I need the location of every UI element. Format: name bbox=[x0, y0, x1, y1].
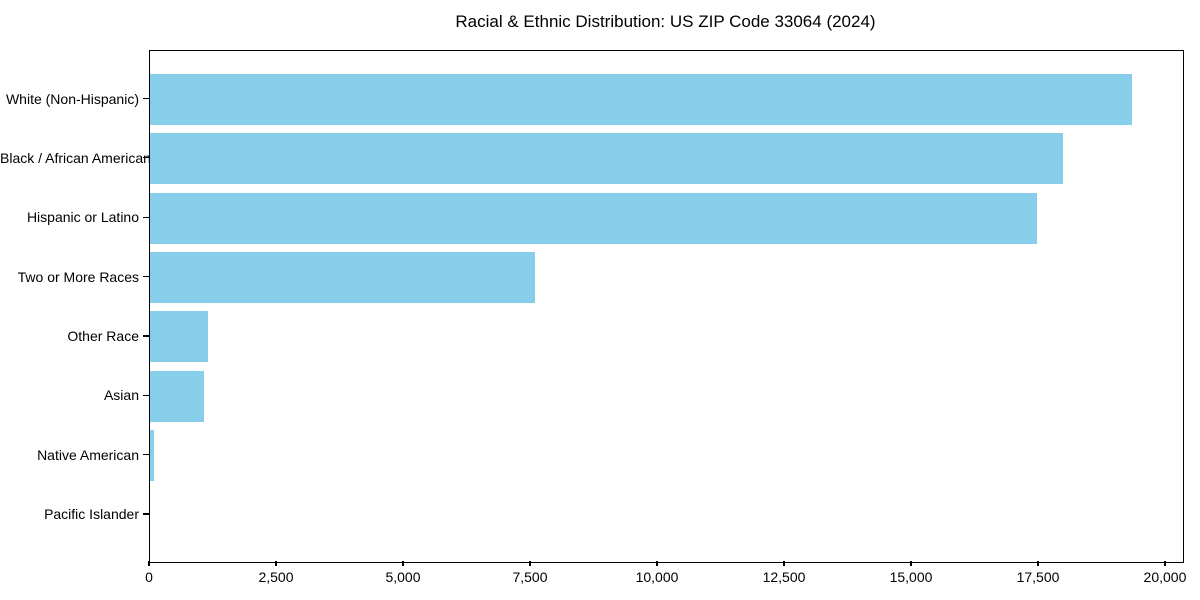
y-tick-label-asian: Asian bbox=[103, 387, 139, 404]
x-tick-mark bbox=[275, 561, 277, 566]
y-tick-label-native-american: Native American bbox=[37, 446, 139, 463]
chart-title: Racial & Ethnic Distribution: US ZIP Cod… bbox=[455, 12, 876, 31]
bar-asian bbox=[150, 370, 204, 422]
y-tick-mark bbox=[143, 275, 149, 278]
plot-area bbox=[149, 50, 1184, 563]
bar-white-non-hispanic bbox=[150, 74, 1133, 125]
y-tick-mark bbox=[143, 157, 149, 159]
x-tick-mark bbox=[1164, 561, 1166, 566]
x-tick-label-10000: 10,000 bbox=[635, 569, 679, 585]
x-tick-label-5000: 5,000 bbox=[385, 569, 421, 585]
y-tick-label-pacific-islander: Pacific Islander bbox=[44, 506, 139, 523]
bar-black-african-american bbox=[150, 133, 1064, 185]
x-tick-label-15000: 15,000 bbox=[889, 569, 933, 585]
y-tick-mark bbox=[143, 216, 149, 218]
x-tick-mark bbox=[910, 561, 912, 566]
y-tick-mark bbox=[143, 454, 149, 456]
bar-hispanic-or-latino bbox=[150, 192, 1038, 244]
x-tick-label-17500: 17,500 bbox=[1016, 569, 1060, 585]
y-tick-mark bbox=[143, 513, 149, 515]
y-tick-label-two-or-more-races: Two or More Races bbox=[17, 268, 139, 285]
x-tick-label-0: 0 bbox=[145, 569, 153, 585]
x-tick-mark bbox=[1037, 561, 1039, 566]
y-tick-label-other-race: Other Race bbox=[67, 327, 139, 344]
bar-native-american bbox=[150, 430, 155, 482]
x-tick-label-20000: 20,000 bbox=[1143, 569, 1187, 585]
x-tick-mark bbox=[656, 561, 658, 566]
x-tick-mark bbox=[402, 561, 404, 566]
x-tick-label-12500: 12,500 bbox=[762, 569, 806, 585]
x-tick-label-7500: 7,500 bbox=[512, 569, 548, 585]
y-tick-label-hispanic-or-latino: Hispanic or Latino bbox=[26, 209, 139, 226]
x-tick-label-2500: 2,500 bbox=[258, 569, 294, 585]
y-tick-label-black-african-american: Black / African American bbox=[0, 149, 151, 166]
x-tick-mark bbox=[783, 561, 785, 566]
x-tick-mark bbox=[529, 561, 531, 566]
y-tick-label-white-non-hispanic: White (Non-Hispanic) bbox=[5, 90, 139, 107]
y-tick-mark bbox=[143, 394, 149, 396]
y-tick-mark bbox=[143, 97, 149, 100]
bar-other-race bbox=[150, 311, 209, 363]
x-tick-mark bbox=[148, 561, 150, 566]
bar-two-or-more-races bbox=[150, 252, 536, 304]
y-tick-mark bbox=[143, 335, 149, 337]
